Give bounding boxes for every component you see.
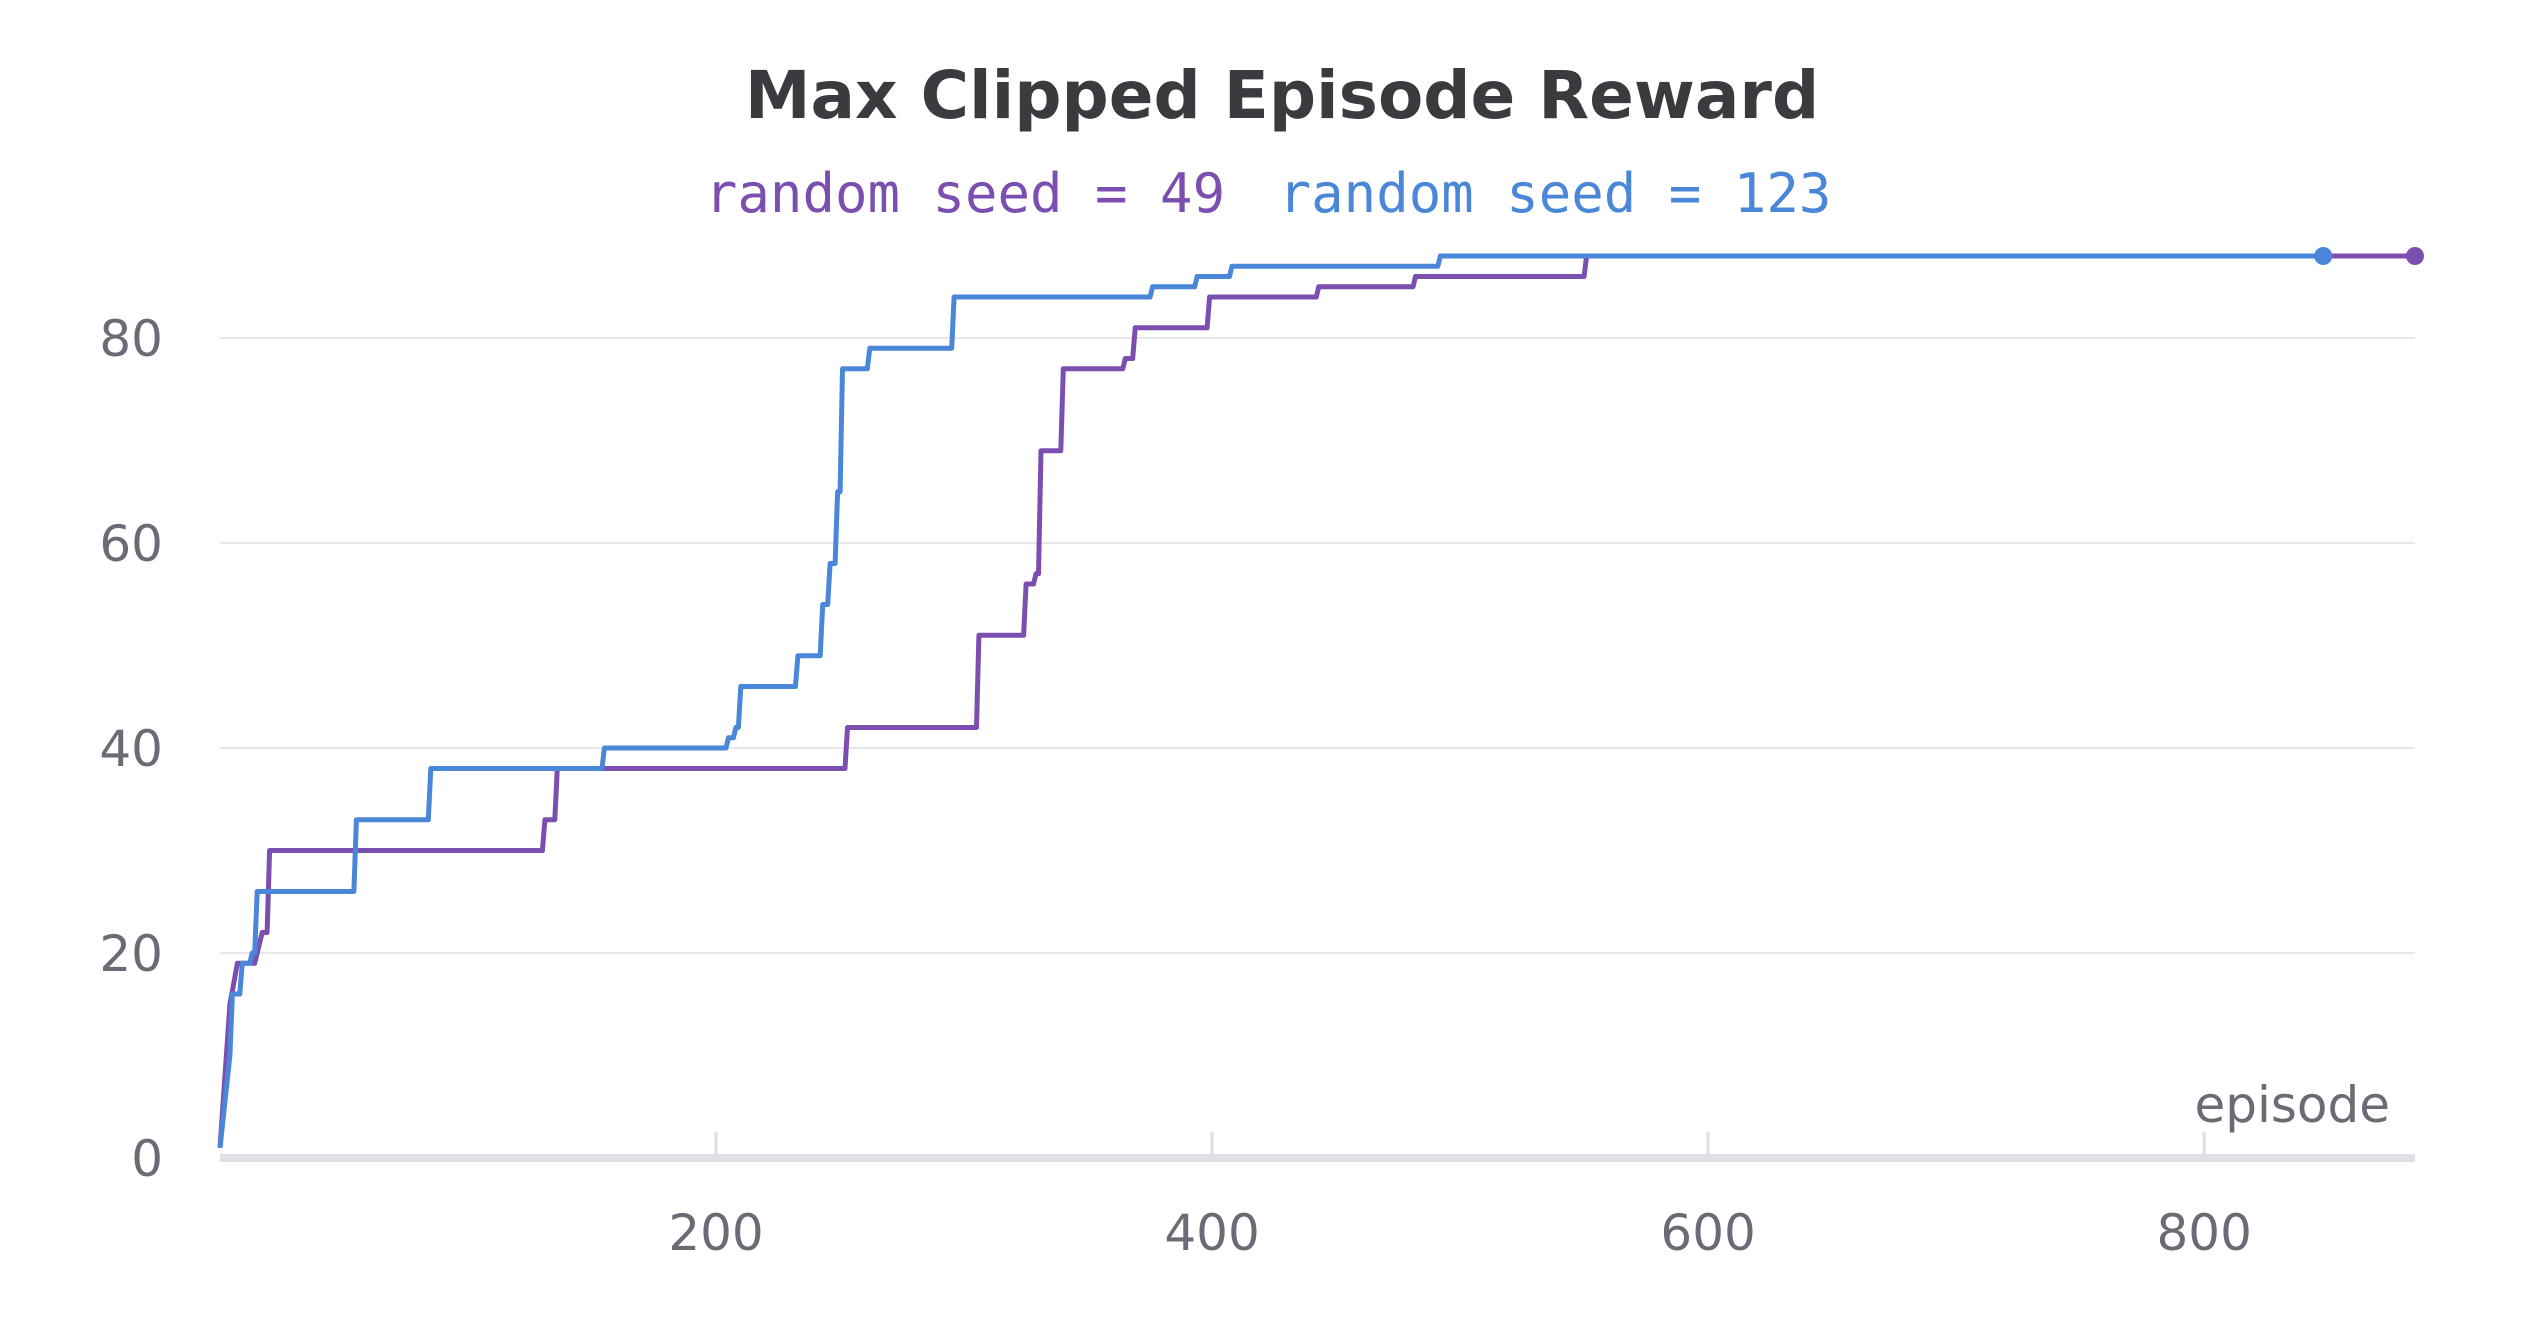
series-line [217, 253, 2324, 1149]
y-tick-label: 60 [99, 515, 163, 573]
x-tick-label: 600 [1660, 1204, 1755, 1262]
x-axis-label: episode [2194, 1076, 2390, 1134]
x-tick-label: 400 [1164, 1204, 1259, 1262]
y-axis: 0 20 40 60 80 [99, 310, 163, 1188]
legend-entry: random seed = 49 [705, 162, 1225, 225]
legend: random seed = 49 random seed = 123 [705, 162, 1831, 225]
series-end-point [2314, 247, 2333, 265]
y-tick-label: 0 [131, 1130, 163, 1188]
x-tick-label: 800 [2156, 1204, 2251, 1262]
series-line [217, 253, 2415, 1148]
y-tick-label: 40 [99, 720, 163, 778]
y-tick-label: 20 [99, 925, 163, 983]
grid [220, 337, 2415, 954]
series-end-point [2406, 247, 2424, 265]
x-axis: 200 400 600 800 [220, 1132, 2415, 1262]
legend-entry: random seed = 123 [1279, 162, 1832, 225]
y-tick-label: 80 [99, 310, 163, 368]
series-lines [217, 247, 2424, 1149]
chart-title: Max Clipped Episode Reward [745, 57, 1819, 134]
x-tick-label: 200 [668, 1204, 763, 1262]
